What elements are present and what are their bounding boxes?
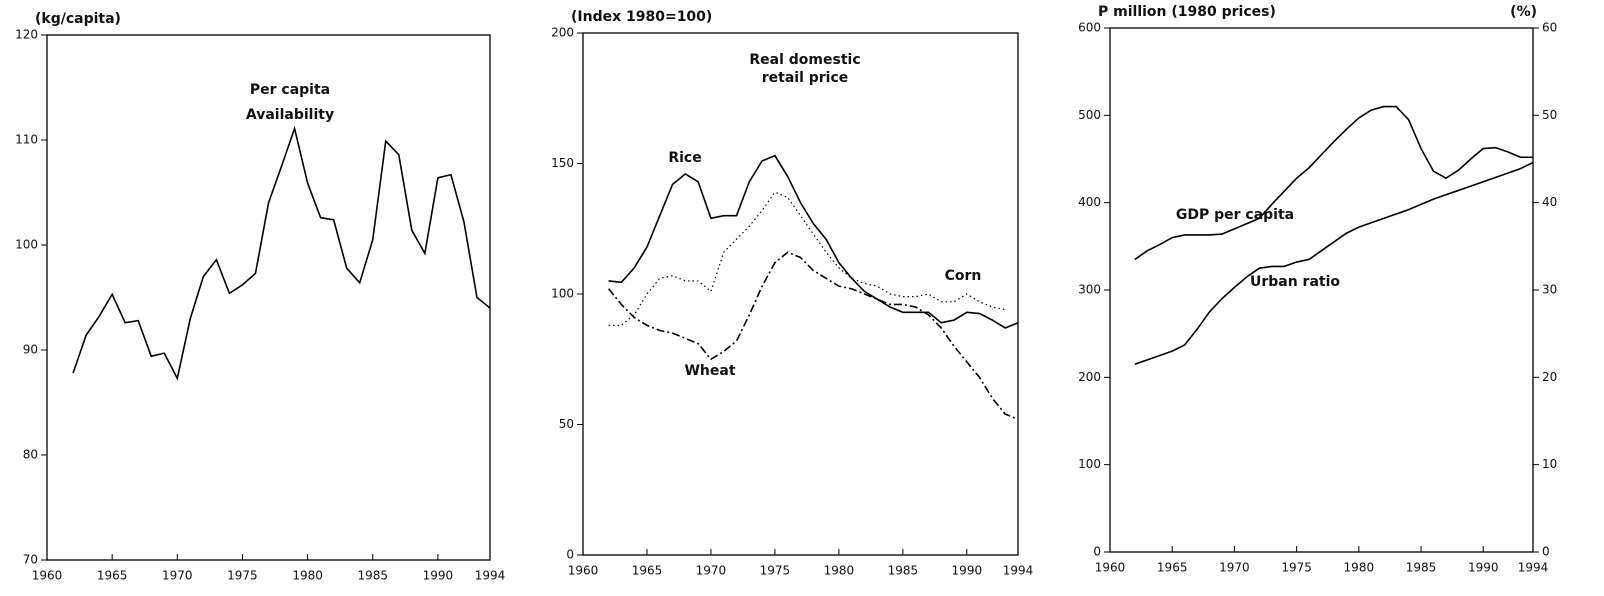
x-tick-label: 1994: [475, 569, 506, 583]
x-tick-label: 1985: [357, 569, 388, 583]
y2-tick-label: 10: [1542, 457, 1557, 471]
x-tick-label: 1960: [568, 564, 599, 578]
x-tick-label: 1990: [952, 564, 983, 578]
y-tick-label: 70: [23, 553, 38, 567]
series-label: GDP per capita: [1176, 207, 1294, 223]
y-tick-label: 200: [551, 26, 574, 40]
x-tick-label: 1965: [1157, 561, 1188, 575]
series-label: Rice: [668, 150, 701, 166]
y-tick-label: 0: [1093, 545, 1101, 559]
x-tick-label: 1960: [1095, 561, 1126, 575]
x-tick-label: 1970: [696, 564, 727, 578]
plot-frame: [46, 34, 491, 561]
y-axis-label: (kg/capita): [35, 11, 121, 27]
y-tick-label: 100: [551, 287, 574, 301]
y-tick-label: 90: [23, 343, 38, 357]
y2-axis-label: (%): [1510, 4, 1537, 20]
x-tick-label: 1980: [1344, 561, 1375, 575]
x-tick-label: 1980: [292, 569, 323, 583]
y-tick-label: 600: [1078, 21, 1101, 35]
series-line: [1134, 161, 1534, 365]
x-tick-label: 1975: [1281, 561, 1312, 575]
annotation: Real domestic: [749, 52, 860, 68]
series-line: [607, 251, 1019, 421]
y-axis-label: P million (1980 prices): [1098, 4, 1276, 20]
x-tick-label: 1975: [760, 564, 791, 578]
series-label: Urban ratio: [1250, 274, 1340, 290]
x-tick-label: 1970: [1219, 561, 1250, 575]
x-tick-label: 1990: [423, 569, 454, 583]
y2-tick-label: 0: [1542, 545, 1550, 559]
x-tick-label: 1965: [632, 564, 663, 578]
x-tick-label: 1975: [227, 569, 258, 583]
y-tick-label: 500: [1078, 108, 1101, 122]
y-tick-label: 300: [1078, 283, 1101, 297]
plot-frame: [1109, 27, 1534, 553]
x-tick-label: 1985: [888, 564, 919, 578]
y2-tick-label: 60: [1542, 21, 1557, 35]
x-tick-label: 1970: [162, 569, 193, 583]
y-tick-label: 400: [1078, 195, 1101, 209]
y-axis-label: (Index 1980=100): [571, 9, 712, 25]
x-tick-label: 1990: [1468, 561, 1499, 575]
series-label: Wheat: [684, 363, 735, 379]
y-tick-label: 80: [23, 448, 38, 462]
y-tick-label: 50: [559, 417, 574, 431]
y2-tick-label: 20: [1542, 370, 1557, 384]
series-line: [608, 154, 1019, 329]
y-tick-label: 120: [15, 28, 38, 42]
series-line: [1134, 105, 1533, 261]
x-tick-label: 1994: [1003, 564, 1034, 578]
annotation: Per capita: [250, 82, 330, 98]
series-label: Corn: [945, 268, 982, 284]
series-line: [608, 191, 1006, 326]
x-tick-label: 1965: [97, 569, 128, 583]
x-tick-label: 1994: [1518, 561, 1549, 575]
y2-tick-label: 30: [1542, 283, 1557, 297]
y-tick-label: 100: [1078, 457, 1101, 471]
y-tick-label: 100: [15, 238, 38, 252]
x-tick-label: 1960: [32, 569, 63, 583]
y-tick-label: 110: [15, 133, 38, 147]
annotation: Availability: [246, 107, 334, 123]
y2-tick-label: 40: [1542, 195, 1557, 209]
plot-frame: [582, 32, 1019, 556]
annotation: retail price: [762, 70, 849, 86]
y2-tick-label: 50: [1542, 108, 1557, 122]
x-tick-label: 1980: [824, 564, 855, 578]
y-tick-label: 0: [566, 548, 574, 562]
x-tick-label: 1985: [1406, 561, 1437, 575]
y-tick-label: 200: [1078, 370, 1101, 384]
series-line: [72, 125, 491, 381]
y-tick-label: 150: [551, 156, 574, 170]
